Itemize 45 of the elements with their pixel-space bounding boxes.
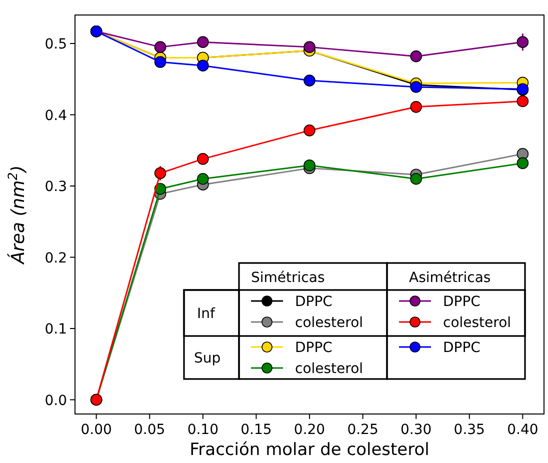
x-axis-title: Fracción molar de colesterol <box>190 440 430 460</box>
legend-label: colesterol <box>295 361 364 377</box>
y-tick-label: 0.3 <box>44 179 67 195</box>
point <box>154 56 166 68</box>
x-tick-label: 0.35 <box>454 422 485 438</box>
x-tick-label: 0.20 <box>294 422 326 438</box>
point <box>304 159 316 172</box>
legend-label: colesterol <box>443 315 512 331</box>
y-tick-label: 0.0 <box>44 392 67 409</box>
point <box>197 172 209 185</box>
point <box>410 101 422 113</box>
point <box>304 124 316 136</box>
x-tick-label: 0.25 <box>347 422 378 438</box>
legend-label: DPPC <box>443 340 481 356</box>
point <box>410 172 422 185</box>
point <box>516 95 529 108</box>
point <box>304 41 316 53</box>
point <box>304 74 316 86</box>
legend-label: DPPC <box>443 294 481 310</box>
y-tick-label: 0.4 <box>44 108 68 124</box>
point <box>410 81 422 93</box>
annotation: Asimétricas <box>409 270 491 286</box>
annotation: Inf <box>197 306 216 322</box>
point <box>516 36 529 48</box>
legend-label: DPPC <box>295 294 333 310</box>
point <box>197 60 209 72</box>
y-tick-label: 0.2 <box>44 250 67 266</box>
legend-label: colesterol <box>295 315 364 331</box>
x-tick-label: 0.10 <box>187 422 218 438</box>
point <box>154 167 166 180</box>
x-tick-label: 0.15 <box>240 422 272 438</box>
legend-label: DPPC <box>295 340 333 356</box>
point <box>154 41 166 53</box>
point <box>410 50 422 62</box>
point <box>197 36 209 48</box>
point <box>516 157 529 170</box>
point <box>197 153 209 165</box>
x-tick-label: 0.30 <box>400 422 432 438</box>
x-tick-label: 0.00 <box>80 422 112 438</box>
y-tick-label: 0.1 <box>44 322 67 338</box>
y-tick-label: 0.5 <box>44 36 67 52</box>
annotation: Sup <box>194 350 221 366</box>
x-tick-label: 0.40 <box>507 422 538 438</box>
annotation: Simétricas <box>251 270 325 286</box>
x-tick-label: 0.05 <box>134 422 166 438</box>
